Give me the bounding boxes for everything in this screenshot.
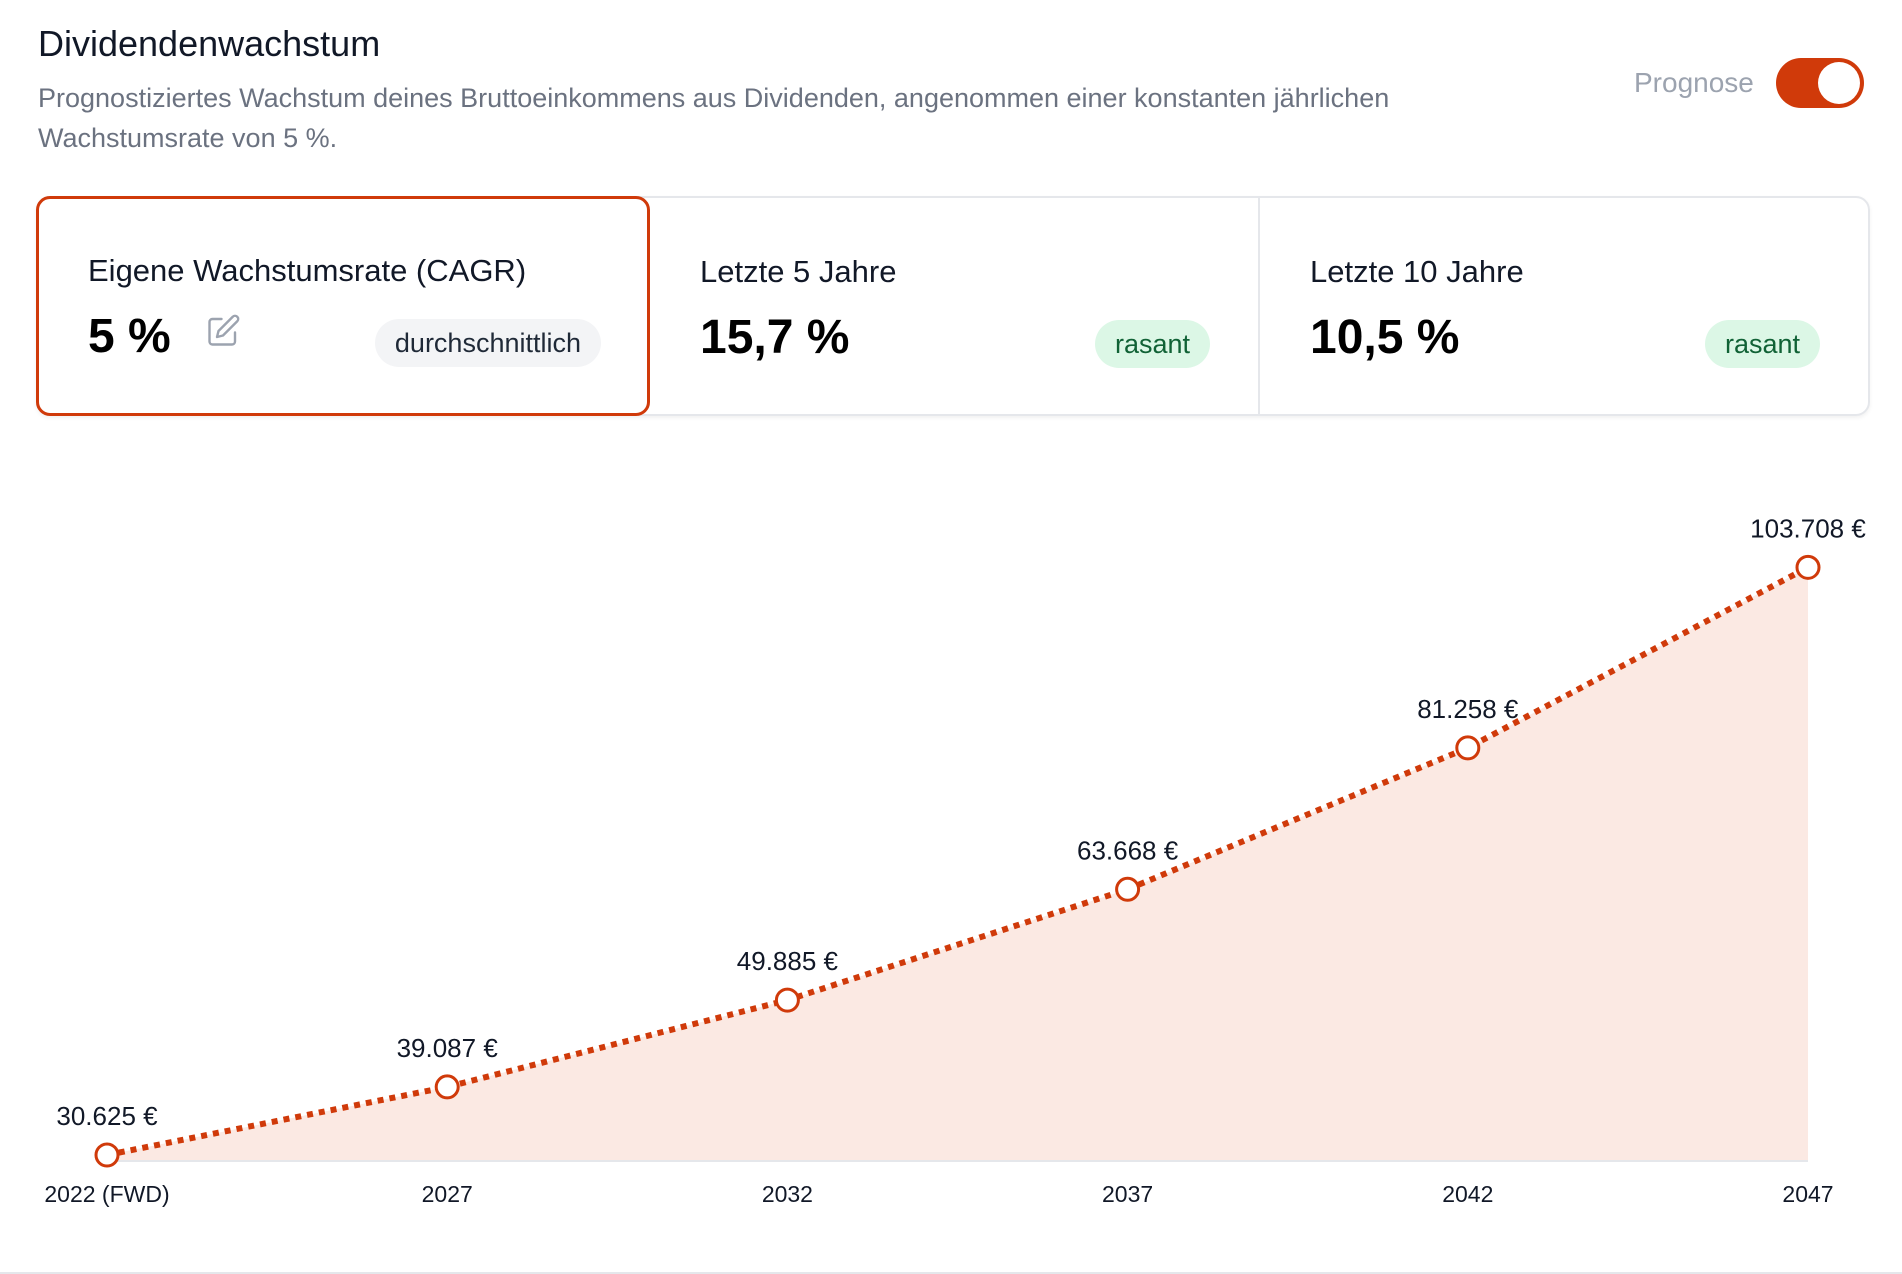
data-point: [1795, 554, 1821, 580]
area-fill: [107, 567, 1808, 1160]
prognose-label: Prognose: [1634, 67, 1754, 98]
data-label: 39.087 €: [397, 1033, 499, 1063]
data-point: [1115, 876, 1141, 902]
data-label: 103.708 €: [1750, 513, 1866, 543]
card-last-10-years[interactable]: Letzte 10 Jahre 10,5 % rasant: [1260, 198, 1868, 414]
series-line: [106, 564, 1810, 1158]
toggle-knob: [1817, 62, 1860, 104]
rating-badge: rasant: [1704, 320, 1820, 368]
card-custom-cagr[interactable]: Eigene Wachstumsrate (CAGR) 5 % durchsch…: [36, 196, 650, 416]
rating-badge: rasant: [1094, 320, 1210, 368]
section-title: Dividendenwachstum: [38, 23, 381, 64]
prognose-control: Prognose: [1634, 58, 1864, 108]
data-point: [434, 1074, 460, 1100]
data-point: [94, 1142, 120, 1168]
growth-rate-cards: Eigene Wachstumsrate (CAGR) 5 % durchsch…: [36, 196, 1870, 416]
section-subtitle: Prognostiziertes Wachstum deines Bruttoe…: [38, 83, 1390, 153]
card-last-5-years[interactable]: Letzte 5 Jahre 15,7 % rasant: [650, 198, 1260, 414]
dividend-growth-chart: 30.625 € 2022 (FWD) 39.087 € 2027 49.885 € 20…: [44, 513, 1866, 1207]
card-value: 5 %: [88, 310, 171, 363]
data-point: [1455, 735, 1481, 761]
x-tick-label: 2042: [1442, 1181, 1493, 1207]
rating-badge: durchschnittlich: [374, 319, 601, 367]
data-label: 30.625 €: [56, 1101, 158, 1131]
data-point: [774, 987, 800, 1013]
card-value: 15,7 %: [700, 311, 850, 364]
card-label: Eigene Wachstumsrate (CAGR): [88, 253, 527, 288]
x-tick-label: 2047: [1782, 1181, 1833, 1207]
x-tick-label: 2027: [422, 1181, 473, 1207]
card-value: 10,5 %: [1310, 311, 1460, 364]
bottom-divider: [0, 1272, 1902, 1274]
x-tick-label: 2032: [762, 1181, 813, 1207]
card-label: Letzte 5 Jahre: [700, 254, 897, 289]
data-label: 63.668 €: [1077, 835, 1179, 865]
section-header: Dividendenwachstum Prognostiziertes Wach…: [38, 22, 1598, 158]
x-tick-label: 2022 (FWD): [44, 1181, 169, 1207]
x-tick-label: 2037: [1102, 1181, 1153, 1207]
data-label: 49.885 €: [737, 946, 839, 976]
data-label: 81.258 €: [1417, 694, 1519, 724]
card-label: Letzte 10 Jahre: [1310, 254, 1524, 289]
prognose-toggle[interactable]: [1775, 58, 1864, 108]
edit-icon[interactable]: [205, 313, 241, 349]
